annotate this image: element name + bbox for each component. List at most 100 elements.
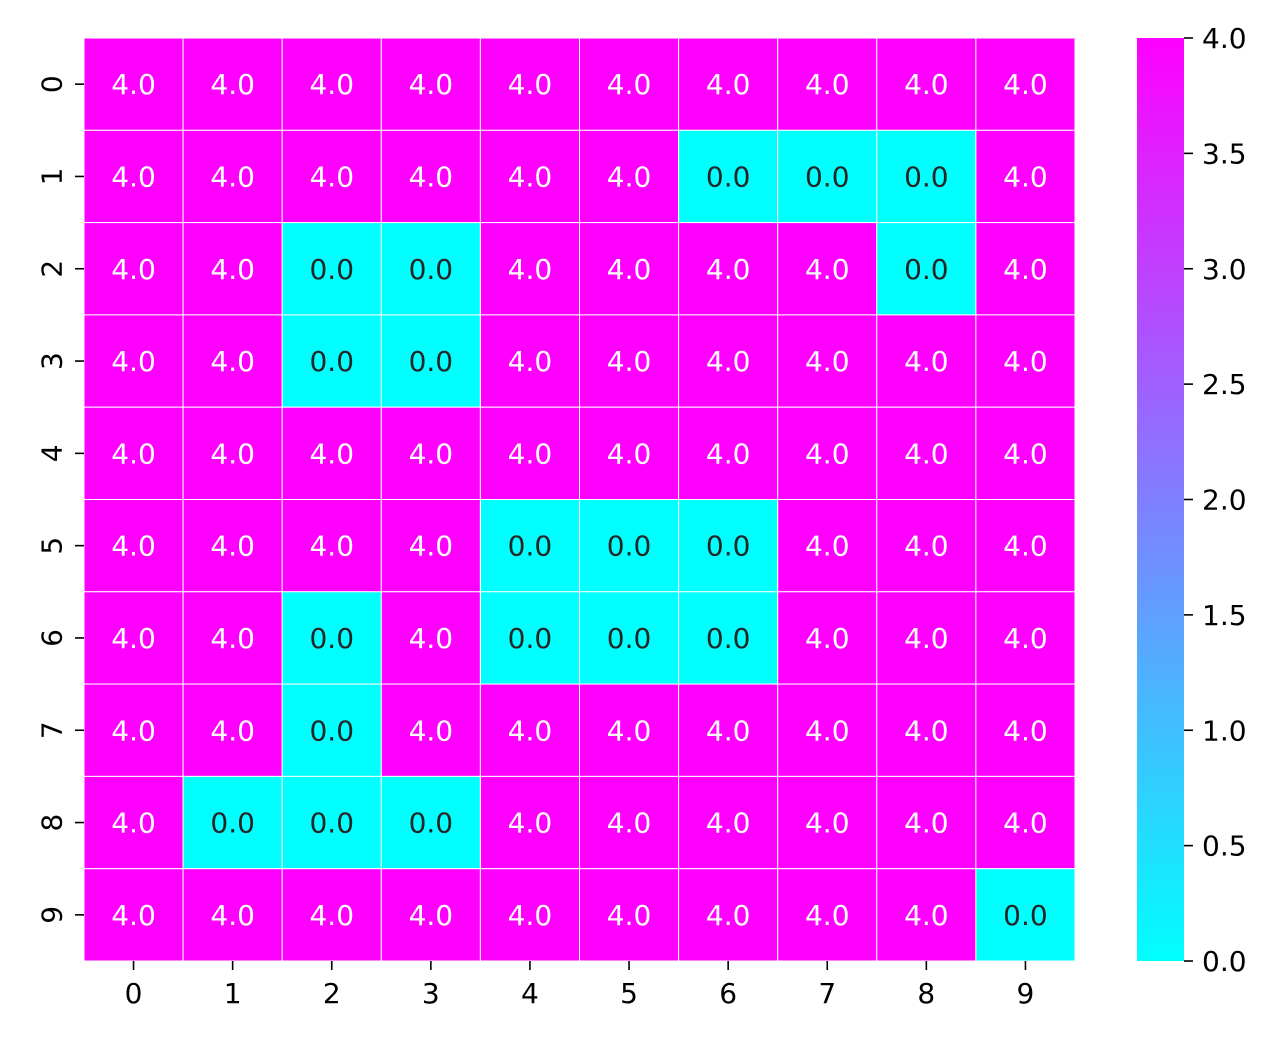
heatmap-cell bbox=[876, 868, 977, 962]
heatmap-cell bbox=[777, 406, 878, 501]
cell-value-label: 4.0 bbox=[805, 530, 850, 563]
heatmap-cell bbox=[777, 683, 878, 777]
x-tick-label: 0 bbox=[125, 977, 143, 1010]
x-tick-label: 9 bbox=[1017, 977, 1035, 1010]
heatmap-cell bbox=[678, 775, 779, 870]
cell-value-label: 4.0 bbox=[309, 899, 354, 932]
cell-value-label: 4.0 bbox=[706, 437, 751, 470]
cell-value-label: 4.0 bbox=[805, 345, 850, 378]
y-tick-label: 3 bbox=[36, 352, 69, 370]
heatmap-cell bbox=[380, 37, 481, 131]
cell-value-label: 0.0 bbox=[607, 622, 652, 655]
heatmap-cell bbox=[876, 683, 977, 777]
heatmap-cell bbox=[182, 129, 283, 224]
cell-value-label: 4.0 bbox=[210, 345, 255, 378]
cell-value-label: 0.0 bbox=[904, 160, 949, 193]
x-tick-label: 5 bbox=[620, 977, 638, 1010]
heatmap-cell bbox=[777, 129, 878, 224]
heatmap-cell bbox=[281, 222, 382, 316]
cell-value-label: 0.0 bbox=[210, 807, 255, 840]
heatmap-cell bbox=[678, 499, 779, 593]
heatmap-cell bbox=[182, 222, 283, 316]
heatmap-cell bbox=[281, 129, 382, 224]
cell-value-label: 4.0 bbox=[904, 345, 949, 378]
cell-value-label: 4.0 bbox=[607, 899, 652, 932]
heatmap-cell bbox=[777, 591, 878, 685]
cell-value-label: 4.0 bbox=[210, 437, 255, 470]
cell-value-label: 4.0 bbox=[706, 253, 751, 286]
cell-value-label: 0.0 bbox=[904, 253, 949, 286]
cell-value-label: 4.0 bbox=[210, 714, 255, 747]
cell-value-label: 4.0 bbox=[1003, 68, 1048, 101]
colorbar-tick-label: 0.5 bbox=[1202, 830, 1247, 863]
cell-value-label: 4.0 bbox=[309, 437, 354, 470]
colorbar: 0.0 0.5 1.0 1.5 2.0 2.5 3.0 3.5 4.0 bbox=[1137, 22, 1247, 978]
heatmap-cell bbox=[479, 499, 580, 593]
cell-value-label: 4.0 bbox=[210, 530, 255, 563]
cell-value-label: 4.0 bbox=[210, 68, 255, 101]
y-tick-label: 2 bbox=[36, 260, 69, 278]
colorbar-tick-label: 3.5 bbox=[1202, 137, 1247, 170]
heatmap-cell bbox=[579, 129, 680, 224]
cell-value-label: 4.0 bbox=[111, 345, 156, 378]
cell-value-label: 4.0 bbox=[904, 68, 949, 101]
cell-value-label: 4.0 bbox=[111, 807, 156, 840]
cell-value-label: 4.0 bbox=[111, 68, 156, 101]
heatmap-cell bbox=[579, 683, 680, 777]
cell-value-label: 4.0 bbox=[210, 622, 255, 655]
heatmap-cell bbox=[281, 37, 382, 131]
heatmap-cell bbox=[479, 868, 580, 962]
cell-value-label: 0.0 bbox=[607, 530, 652, 563]
cell-value-label: 4.0 bbox=[409, 622, 454, 655]
cell-value-label: 4.0 bbox=[210, 253, 255, 286]
heatmap-cells bbox=[83, 37, 1076, 962]
heatmap-cell bbox=[579, 37, 680, 131]
x-tick-label: 6 bbox=[719, 977, 737, 1010]
heatmap-cell bbox=[380, 775, 481, 870]
heatmap-cell bbox=[678, 591, 779, 685]
heatmap-cell bbox=[777, 37, 878, 131]
cell-value-label: 4.0 bbox=[111, 530, 156, 563]
y-tick-label: 9 bbox=[36, 906, 69, 924]
heatmap-cell bbox=[975, 129, 1076, 224]
cell-value-label: 0.0 bbox=[309, 253, 354, 286]
cell-value-label: 4.0 bbox=[1003, 345, 1048, 378]
cell-value-label: 0.0 bbox=[309, 622, 354, 655]
cell-value-label: 4.0 bbox=[309, 68, 354, 101]
cell-value-label: 4.0 bbox=[607, 714, 652, 747]
cell-value-label: 4.0 bbox=[111, 714, 156, 747]
heatmap-cell bbox=[777, 868, 878, 962]
cell-value-label: 4.0 bbox=[607, 437, 652, 470]
cell-value-label: 4.0 bbox=[111, 160, 156, 193]
colorbar-tick-label: 2.0 bbox=[1202, 484, 1247, 517]
cell-value-label: 4.0 bbox=[607, 253, 652, 286]
heatmap-cell bbox=[975, 314, 1076, 408]
x-tick-label: 1 bbox=[224, 977, 242, 1010]
cell-value-label: 4.0 bbox=[1003, 160, 1048, 193]
heatmap-cell bbox=[380, 868, 481, 962]
cell-value-label: 4.0 bbox=[805, 437, 850, 470]
cell-value-label: 0.0 bbox=[706, 530, 751, 563]
heatmap-cell bbox=[380, 591, 481, 685]
heatmap-cell bbox=[380, 129, 481, 224]
cell-value-label: 4.0 bbox=[1003, 714, 1048, 747]
cell-value-label: 4.0 bbox=[508, 899, 553, 932]
heatmap-cell bbox=[876, 406, 977, 501]
x-tick-label: 2 bbox=[323, 977, 341, 1010]
cell-value-label: 4.0 bbox=[1003, 622, 1048, 655]
x-tick-label: 8 bbox=[917, 977, 935, 1010]
cell-value-label: 4.0 bbox=[409, 160, 454, 193]
heatmap-cell bbox=[281, 406, 382, 501]
cell-value-label: 4.0 bbox=[508, 807, 553, 840]
heatmap-cell bbox=[281, 683, 382, 777]
heatmap-cell bbox=[182, 406, 283, 501]
cell-value-label: 0.0 bbox=[309, 345, 354, 378]
heatmap-cell bbox=[479, 129, 580, 224]
heatmap-cell bbox=[83, 868, 184, 962]
heatmap-cell bbox=[678, 314, 779, 408]
cell-value-label: 4.0 bbox=[805, 714, 850, 747]
cell-value-label: 4.0 bbox=[1003, 807, 1048, 840]
cell-value-label: 4.0 bbox=[904, 899, 949, 932]
cell-value-label: 4.0 bbox=[607, 807, 652, 840]
cell-value-label: 4.0 bbox=[904, 714, 949, 747]
